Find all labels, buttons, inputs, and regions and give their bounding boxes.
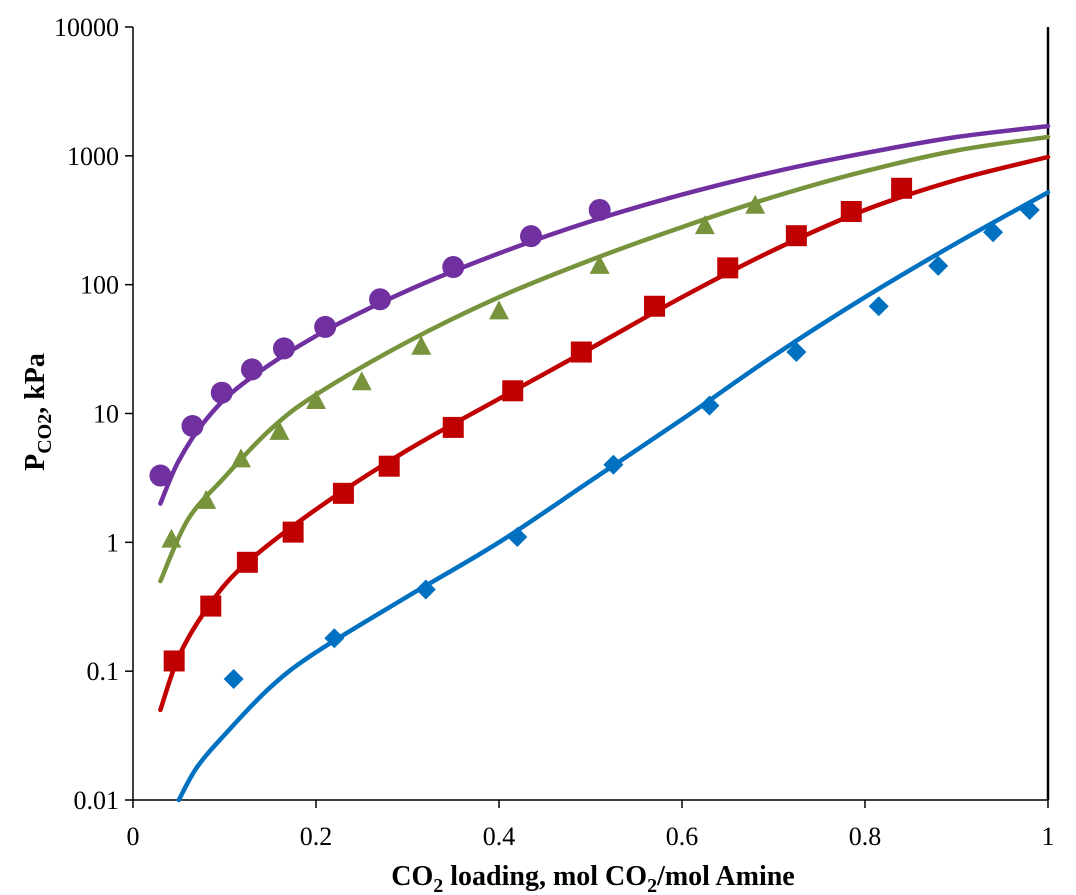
x-tick-label: 0.8 <box>849 822 882 851</box>
x-tick-label: 0.2 <box>300 822 333 851</box>
data-point-triangle <box>589 254 610 274</box>
data-point-circle <box>240 358 263 381</box>
fit-curve-diamond <box>176 190 1051 803</box>
data-point-square <box>644 295 666 317</box>
y-tick-label: 10 <box>93 400 119 429</box>
y-tick-label: 1000 <box>67 142 119 171</box>
x-tick-label: 0 <box>127 822 140 851</box>
data-point-diamond <box>415 579 436 600</box>
data-point-square <box>570 341 592 363</box>
data-point-circle <box>314 315 337 338</box>
data-point-triangle <box>411 335 432 355</box>
data-point-square <box>717 257 739 279</box>
data-point-circle <box>149 464 172 487</box>
data-point-square <box>378 455 400 477</box>
data-point-diamond <box>324 628 345 649</box>
y-tick-label: 0.1 <box>87 657 120 686</box>
fit-curve-triangle <box>158 134 1051 584</box>
data-point-diamond <box>786 342 807 363</box>
data-point-diamond <box>699 395 720 416</box>
x-tick-label: 0.6 <box>666 822 699 851</box>
data-point-square <box>840 200 862 222</box>
data-point-circle <box>272 337 295 360</box>
data-point-square <box>891 177 913 199</box>
axes: 0.01 0.1 1 10 100 1000 10000 0 0.2 0.4 0.6 0.8 1 <box>54 13 1055 851</box>
data-point-diamond <box>1019 199 1040 220</box>
data-point-square <box>163 650 185 672</box>
data-point-circle <box>181 414 204 437</box>
data-point-triangle <box>351 371 372 391</box>
data-point-square <box>282 521 304 543</box>
data-point-circle <box>588 198 611 221</box>
data-point-triangle <box>694 215 715 235</box>
data-point-diamond <box>507 527 528 548</box>
data-point-square <box>200 595 222 617</box>
x-tick-label: 0.4 <box>483 822 516 851</box>
data-point-diamond <box>868 296 889 317</box>
fit-curves <box>158 123 1051 803</box>
data-point-square <box>332 482 354 504</box>
data-point-diamond <box>983 222 1004 243</box>
data-point-diamond <box>223 668 244 689</box>
data-point-circle <box>520 225 543 248</box>
data-point-triangle <box>745 194 766 214</box>
data-point-circle <box>210 381 233 404</box>
data-point-circle <box>369 288 392 311</box>
y-tick-label: 10000 <box>54 13 119 42</box>
data-point-triangle <box>489 300 509 320</box>
data-point-triangle <box>269 420 290 440</box>
y-tick-label: 100 <box>80 271 119 300</box>
data-point-square <box>442 416 464 438</box>
data-point-triangle <box>306 390 326 410</box>
data-point-square <box>785 225 807 247</box>
y-tick-label: 1 <box>106 528 119 557</box>
data-point-triangle <box>230 448 251 468</box>
y-axis-title: PCO2, kPa <box>20 353 56 471</box>
y-tick-label: 0.01 <box>74 786 120 815</box>
fit-curve-circle <box>158 123 1051 506</box>
data-point-triangle <box>161 528 182 548</box>
data-point-square <box>236 551 258 573</box>
data-markers <box>149 177 1040 689</box>
x-axis-title: CO2 loading, mol CO2/mol Amine <box>391 861 794 895</box>
x-tick-label: 1 <box>1042 822 1055 851</box>
data-point-triangle <box>196 489 217 509</box>
data-point-diamond <box>928 255 949 276</box>
data-point-circle <box>442 256 465 279</box>
data-point-diamond <box>603 454 624 475</box>
fit-curve-square <box>158 154 1051 713</box>
data-point-square <box>502 380 524 402</box>
